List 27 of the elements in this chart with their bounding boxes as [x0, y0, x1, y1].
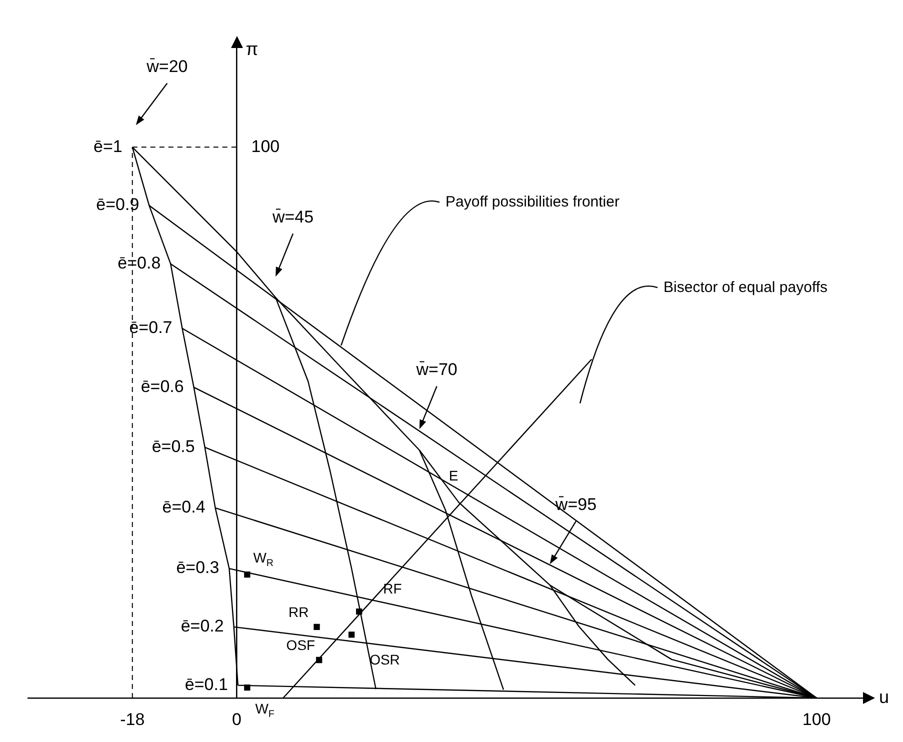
series-label: ē=0.3 — [176, 558, 220, 578]
annotation: E — [448, 467, 458, 484]
series-label: ē=0.6 — [140, 377, 184, 396]
series-label: ē=0.2 — [180, 616, 224, 636]
text: w̄=20 — [146, 56, 188, 76]
annotation: w̄=95 — [554, 494, 597, 514]
series-label: ē=1 — [94, 136, 122, 156]
annotation: RR — [288, 604, 309, 620]
annotation: OSF — [286, 636, 316, 653]
series-label: ē=0.8 — [118, 254, 161, 273]
series-label: ē=0.7 — [129, 318, 172, 338]
series-label: ē=0.1 — [184, 675, 228, 694]
x-axis-title: u — [879, 686, 890, 707]
series-label: ē=0.5 — [152, 437, 195, 456]
x-tick-label: 0 — [232, 710, 242, 729]
annotation: RF — [383, 580, 402, 596]
series-label: ē=0.9 — [96, 195, 140, 214]
annotation: w̄=45 — [271, 207, 314, 226]
y-axis-title: π — [246, 38, 258, 59]
annotation: 100 — [251, 136, 280, 156]
annotation: Bisector of equal payoffs — [664, 278, 828, 296]
annotation: w̄=70 — [415, 360, 458, 379]
series-label: ē=0.4 — [162, 498, 206, 517]
annotation: Payoff possibilities frontier — [446, 193, 620, 210]
x-tick-label: -18 — [120, 710, 145, 729]
annotation: OSR — [370, 652, 400, 668]
x-tick-label: 100 — [802, 710, 831, 729]
